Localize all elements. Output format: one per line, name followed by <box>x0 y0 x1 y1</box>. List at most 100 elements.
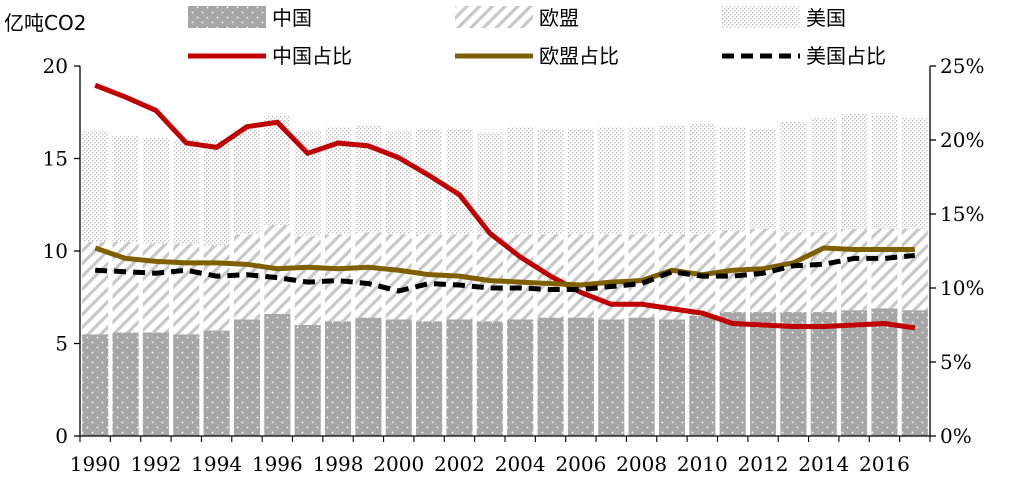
bar-china-2007 <box>598 319 625 436</box>
legend-eu-label: 欧盟 <box>539 6 579 30</box>
bar-us-2002 <box>446 128 473 235</box>
bar-us-2013 <box>780 121 807 233</box>
bar-china-2014 <box>810 312 837 436</box>
bar-china-2010 <box>689 315 716 436</box>
x-axis-tick-label: 2008 <box>616 452 667 476</box>
bar-eu-2006 <box>567 234 594 318</box>
bar-china-1990 <box>82 334 109 436</box>
bar-china-1998 <box>324 321 352 436</box>
bar-us-2000 <box>385 130 412 235</box>
left-axis-tick-label: 15 <box>43 147 68 171</box>
right-axis-tick-label: 10% <box>940 276 984 300</box>
bar-us-2012 <box>749 128 777 229</box>
bar-us-2006 <box>567 128 594 235</box>
x-axis-tick-label: 1998 <box>313 452 364 476</box>
bar-china-2013 <box>780 312 807 436</box>
left-axis-tick-label: 10 <box>43 239 68 263</box>
bar-us-2009 <box>658 125 686 235</box>
x-axis-tick-label: 1992 <box>130 452 181 476</box>
x-axis-tick-label: 1994 <box>191 452 242 476</box>
bar-us-1999 <box>355 125 382 233</box>
bar-us-1991 <box>112 136 139 242</box>
right-axis-tick-label: 5% <box>940 350 972 374</box>
legend-china-share-label: 中国占比 <box>272 44 352 68</box>
bar-china-2016 <box>871 308 898 436</box>
bar-china-2002 <box>446 319 473 436</box>
x-axis-tick-label: 2006 <box>555 452 606 476</box>
left-axis-tick-label: 5 <box>55 332 68 356</box>
bar-us-1993 <box>173 140 200 244</box>
bar-us-2007 <box>598 127 625 235</box>
legend-us-label: 美国 <box>806 6 846 30</box>
bar-us-2017 <box>901 117 928 229</box>
bar-china-2012 <box>749 312 777 436</box>
bar-china-1991 <box>112 332 139 436</box>
bar-china-1997 <box>294 325 321 436</box>
bar-eu-1998 <box>324 234 352 322</box>
bar-us-2011 <box>719 127 746 231</box>
bar-china-2001 <box>416 321 443 436</box>
left-axis-unit-label: 亿吨CO2 <box>4 11 86 35</box>
x-axis-tick-label: 2004 <box>495 452 546 476</box>
left-axis-tick-label: 20 <box>43 54 68 78</box>
bar-china-1992 <box>142 332 169 436</box>
right-axis-tick-label: 20% <box>940 128 984 152</box>
bar-china-2015 <box>841 310 868 436</box>
bar-china-2000 <box>385 319 412 436</box>
bar-eu-1999 <box>355 232 382 318</box>
lines-group <box>94 82 916 331</box>
axes-group: 0 5 10 15 20 0% 5% 10% 15% 20% 25% 1990 1992 1994 1996… <box>43 54 985 476</box>
x-axis-tick-label: 2010 <box>677 452 728 476</box>
bar-china-1996 <box>264 313 291 436</box>
china-share-line <box>94 82 916 331</box>
bar-china-2003 <box>476 321 503 436</box>
bar-us-2008 <box>628 127 655 235</box>
x-axis-tick-label: 1990 <box>70 452 121 476</box>
bar-us-2015 <box>841 114 868 229</box>
bar-china-2008 <box>628 317 655 436</box>
bar-us-2003 <box>476 132 503 235</box>
bar-china-1995 <box>233 319 261 436</box>
right-axis-tick-label: 0% <box>940 424 972 448</box>
bar-us-1995 <box>233 128 261 235</box>
legend-us-share-label: 美国占比 <box>806 44 886 68</box>
legend-china-swatch <box>188 6 266 28</box>
bar-china-2005 <box>537 317 564 436</box>
bar-eu-2016 <box>871 228 898 309</box>
bar-eu-1994 <box>203 245 230 331</box>
bar-us-2014 <box>810 117 837 233</box>
bar-eu-2013 <box>780 232 807 313</box>
bar-china-1999 <box>355 317 382 436</box>
bar-eu-1992 <box>142 243 169 333</box>
legend-china-label: 中国 <box>272 6 312 30</box>
bar-us-2010 <box>689 123 716 235</box>
bar-us-1992 <box>142 138 169 244</box>
x-axis-tick-label: 2000 <box>373 452 424 476</box>
bar-china-2004 <box>507 319 534 436</box>
bar-us-1994 <box>203 140 230 246</box>
bar-china-2017 <box>901 310 928 436</box>
left-axis-tick-label: 0 <box>55 424 68 448</box>
bar-eu-1993 <box>173 243 200 335</box>
us-share-line <box>95 252 916 294</box>
bar-us-2005 <box>537 128 564 235</box>
bar-eu-2017 <box>901 228 928 311</box>
bar-china-1994 <box>203 330 230 436</box>
x-axis-tick-label: 2014 <box>798 452 849 476</box>
bar-china-2006 <box>567 317 594 436</box>
bar-us-1990 <box>82 130 109 242</box>
bar-eu-1990 <box>82 241 109 335</box>
x-axis-tick-label: 2012 <box>738 452 789 476</box>
bar-china-2011 <box>719 312 746 436</box>
x-axis-tick-label: 2016 <box>859 452 910 476</box>
right-axis-tick-label: 15% <box>940 202 984 226</box>
bar-eu-2000 <box>385 234 412 320</box>
bar-us-2016 <box>871 115 898 229</box>
bar-eu-2015 <box>841 228 868 311</box>
x-axis-tick-label: 2002 <box>434 452 485 476</box>
bar-china-2009 <box>658 319 686 436</box>
bar-us-2004 <box>507 127 534 235</box>
legend-us-swatch <box>722 6 800 28</box>
